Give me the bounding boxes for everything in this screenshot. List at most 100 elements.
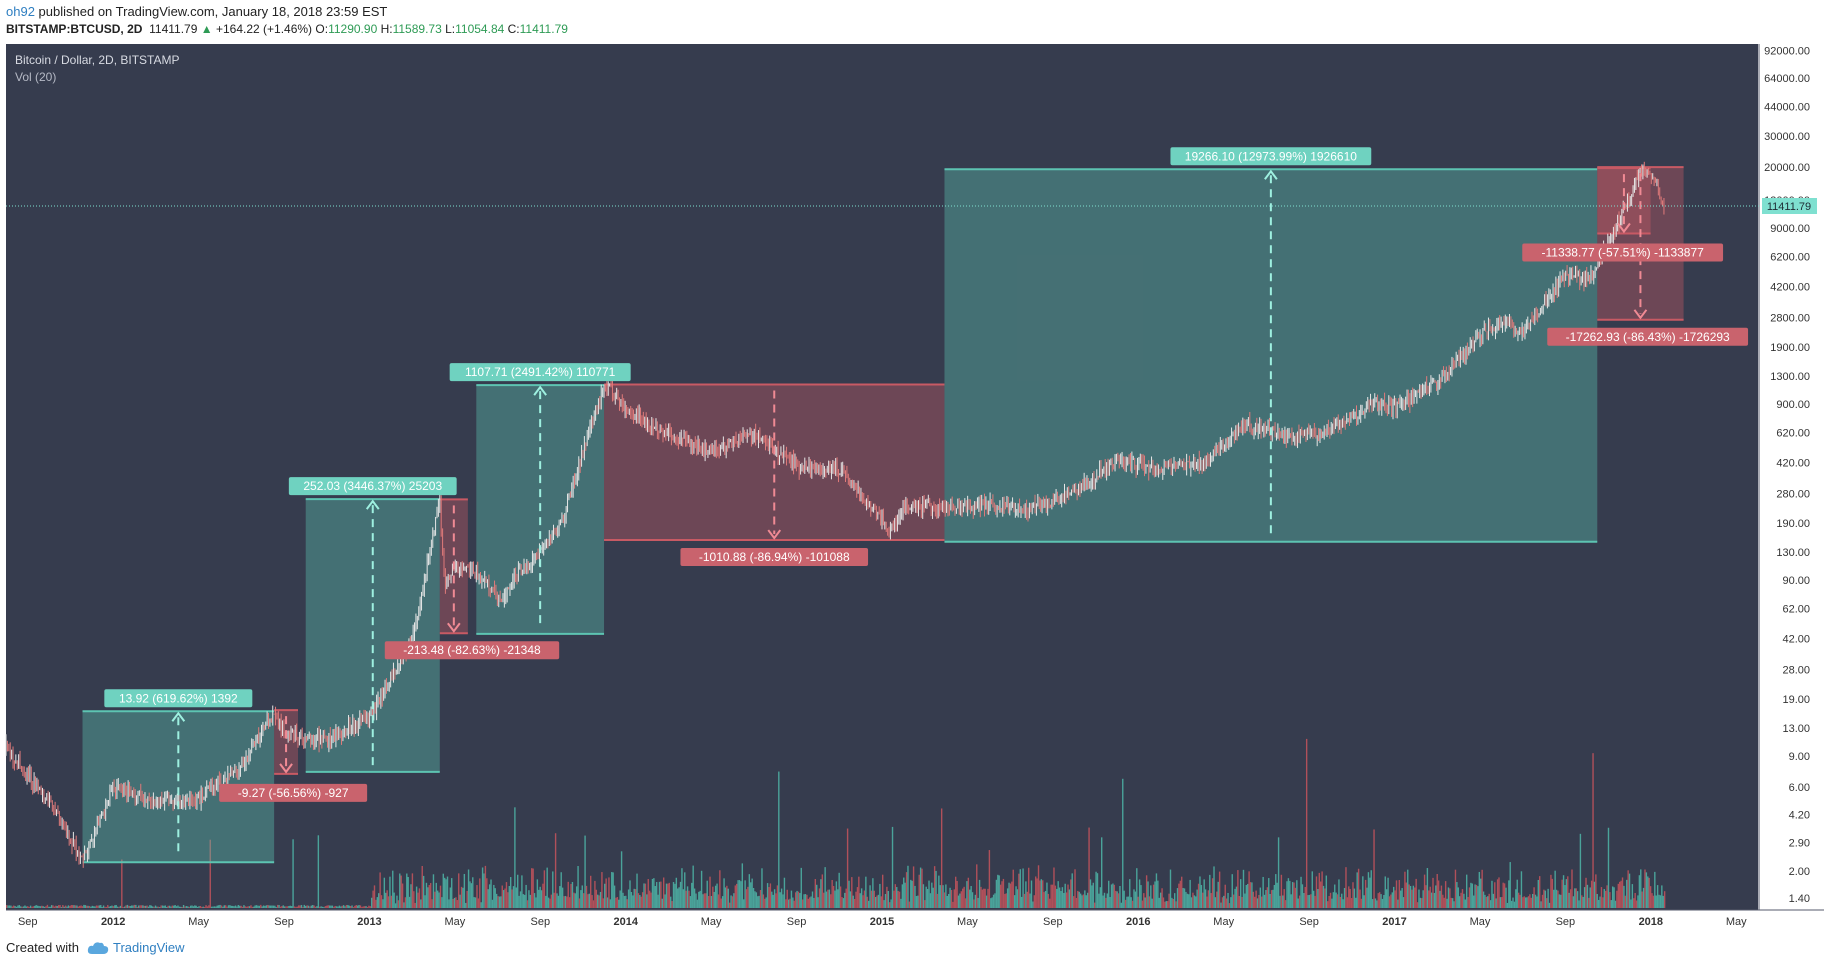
volume-bar: [1029, 893, 1031, 908]
volume-bar: [546, 867, 548, 908]
volume-bar: [1088, 827, 1090, 908]
volume-bar: [1015, 886, 1017, 908]
volume-bar: [1078, 891, 1080, 908]
volume-bar: [90, 906, 92, 908]
volume-bar: [62, 905, 64, 908]
volume-bar: [1019, 869, 1021, 908]
volume-bar: [1210, 893, 1212, 908]
volume-bar: [163, 905, 165, 908]
volume-bar: [1057, 881, 1059, 908]
volume-bar: [465, 902, 467, 908]
price-tick-label: 4200.00: [1770, 281, 1810, 293]
volume-bar: [862, 895, 864, 908]
volume-bar: [999, 884, 1002, 908]
volume-bar: [734, 885, 736, 908]
volume-bar: [1585, 877, 1587, 908]
volume-bar: [1004, 893, 1006, 908]
volume-bar: [630, 891, 633, 908]
volume-bar: [1582, 896, 1584, 908]
volume-bar: [421, 865, 423, 908]
volume-bar: [1481, 869, 1483, 908]
volume-bar: [1343, 887, 1346, 908]
volume-bar: [1380, 894, 1382, 908]
volume-bar: [1487, 896, 1489, 908]
volume-bar: [1547, 888, 1549, 908]
volume-bar: [946, 895, 948, 908]
volume-bar: [250, 905, 252, 908]
volume-bar: [293, 906, 296, 908]
publisher-link[interactable]: oh92: [6, 4, 35, 19]
volume-bar: [1037, 865, 1040, 908]
volume-bar: [1473, 895, 1475, 908]
volume-bar: [1143, 893, 1145, 908]
price-axis[interactable]: 92000.00 64000.00 44000.00 30000.00 20000.00…: [1764, 45, 1810, 905]
volume-bar: [851, 877, 853, 908]
price-tick-label: 620.00: [1776, 428, 1810, 440]
volume-bar: [772, 894, 774, 908]
volume-bar: [337, 906, 339, 908]
volume-bar: [1463, 893, 1465, 908]
volume-bar: [1548, 902, 1551, 908]
volume-bar: [438, 892, 440, 908]
volume-bar: [793, 900, 795, 908]
volume-bar: [476, 885, 478, 908]
volume-bar: [688, 890, 690, 908]
volume-bar: [560, 872, 562, 908]
low-value: 11054.84: [455, 22, 505, 36]
volume-bar: [810, 896, 812, 908]
volume-bar: [164, 905, 167, 908]
volume-bar: [1206, 896, 1208, 908]
volume-bar: [1296, 880, 1298, 908]
volume-bar: [1578, 900, 1580, 908]
volume-bar: [1407, 869, 1409, 908]
time-tick-label: 2018: [1639, 916, 1663, 928]
volume-bar: [57, 905, 60, 908]
volume-bar: [616, 897, 619, 908]
volume-bar: [223, 905, 225, 908]
volume-bar: [76, 905, 78, 908]
volume-bar: [1546, 898, 1548, 908]
volume-bar: [118, 906, 120, 908]
volume-bar: [261, 906, 263, 908]
volume-bar: [404, 897, 407, 908]
volume-bar: [782, 894, 784, 908]
volume-bar: [253, 906, 255, 908]
arrow-head: [447, 622, 461, 633]
volume-bar: [1166, 901, 1169, 908]
volume-bar: [632, 895, 634, 908]
volume-bar: [926, 888, 929, 908]
volume-bar: [648, 890, 651, 908]
volume-bar: [170, 906, 172, 908]
time-tick-label: Sep: [787, 916, 807, 928]
volume-bar: [125, 905, 127, 908]
volume-bar: [959, 893, 961, 908]
volume-bar: [70, 905, 72, 908]
volume-bar: [912, 866, 915, 908]
volume-bar: [390, 895, 393, 908]
volume-bar: [1454, 869, 1457, 908]
volume-bar: [588, 893, 590, 908]
tradingview-link[interactable]: TradingView: [87, 940, 185, 955]
volume-indicator-label[interactable]: Vol (20): [15, 70, 56, 84]
volume-bar: [1475, 884, 1478, 908]
volume-bar: [410, 884, 412, 908]
volume-bar: [872, 878, 874, 908]
volume-bar: [981, 889, 984, 908]
volume-bar: [1085, 895, 1087, 908]
volume-bar: [333, 906, 335, 908]
volume-bar: [1390, 894, 1392, 908]
volume-bar: [1178, 883, 1180, 908]
volume-bar: [574, 893, 576, 908]
volume-bar: [137, 905, 140, 908]
volume-bar: [32, 906, 35, 908]
price-tick-label: 28.00: [1782, 664, 1810, 676]
volume-bar: [1134, 891, 1137, 908]
volume-bar: [914, 885, 916, 908]
volume-bar: [665, 883, 668, 908]
measurement-label: 13.92 (619.62%) 1392: [119, 691, 238, 705]
volume-bar: [1624, 895, 1627, 908]
volume-bar: [53, 906, 56, 908]
time-axis[interactable]: Sep 2012 May Sep 2013 May Sep 2014 May Sep 2015 May…: [18, 916, 1747, 928]
volume-bar: [1442, 894, 1444, 908]
